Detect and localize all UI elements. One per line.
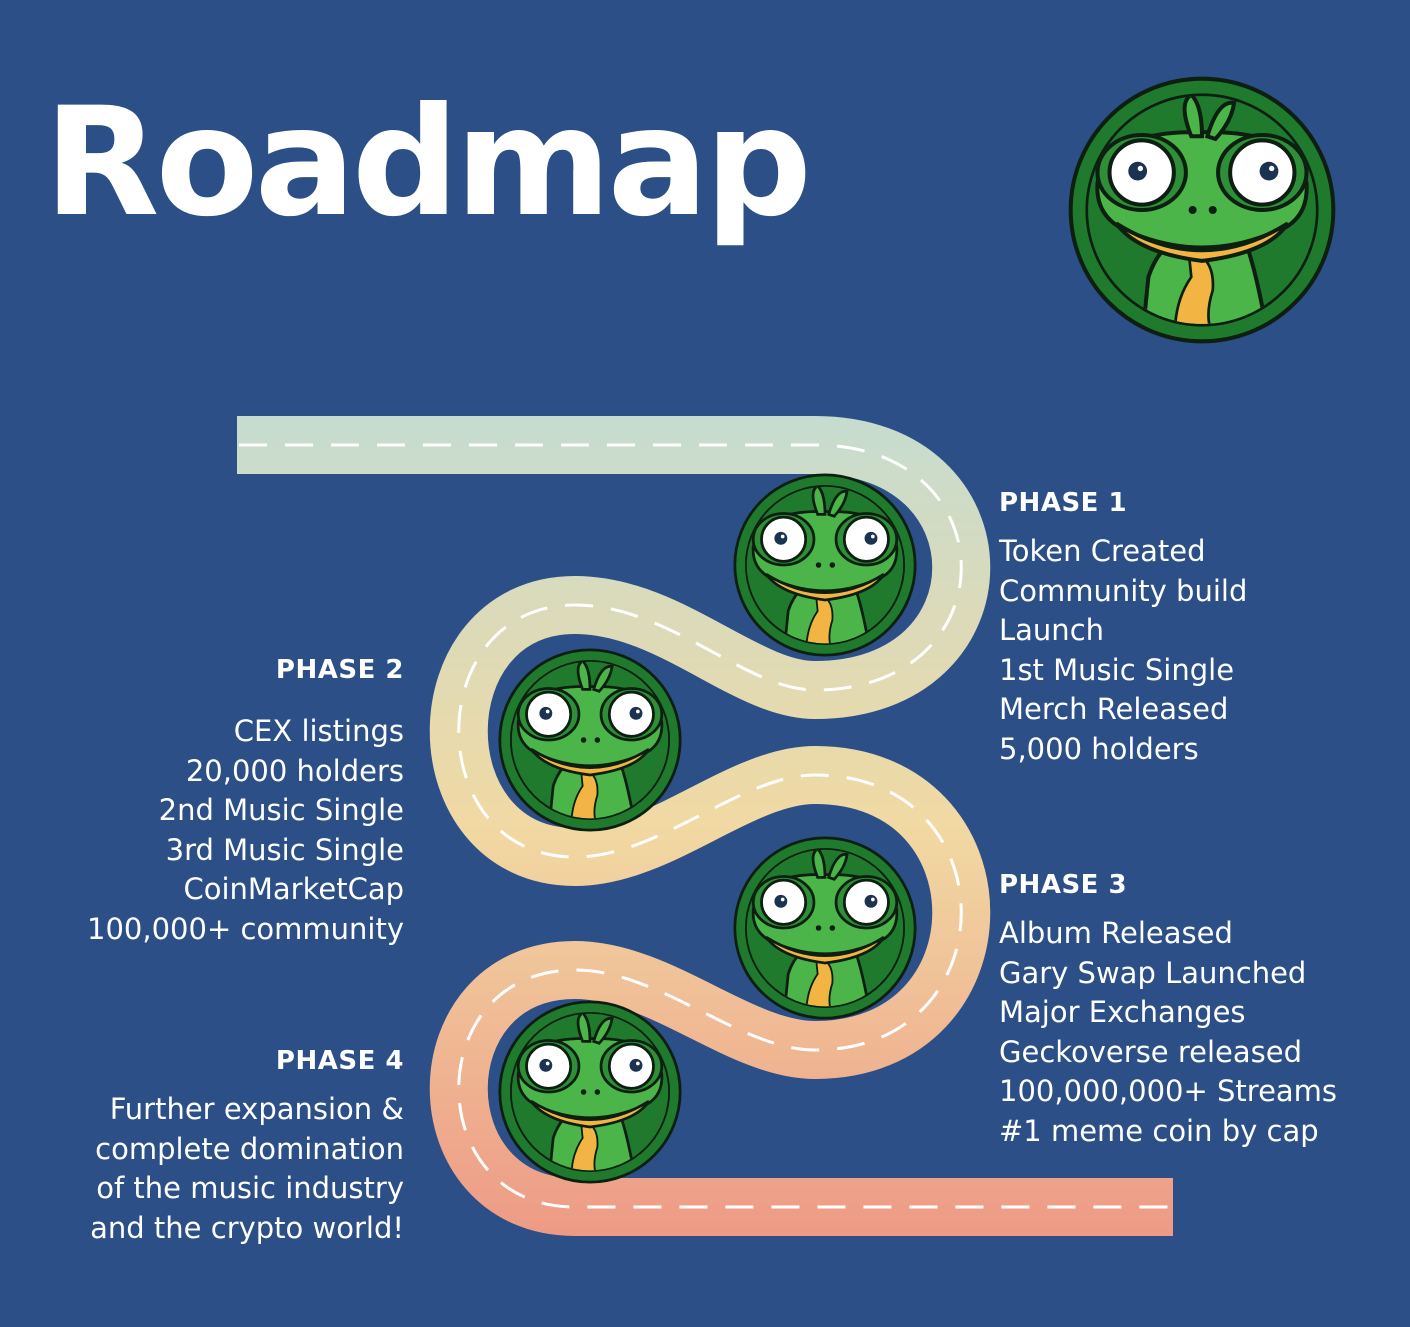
phase-3-block: PHASE 3 Album Released Gary Swap Launche…	[999, 870, 1337, 1151]
phase-2-item: 3rd Music Single	[165, 832, 404, 867]
phase-1-item: Launch	[999, 613, 1105, 647]
phase-1-item: Merch Released	[999, 692, 1229, 726]
phase-3-item: Major Exchanges	[999, 995, 1246, 1029]
phase-1-frog-badge-icon	[733, 473, 917, 657]
phase-2-heading: PHASE 2	[275, 655, 404, 685]
phase-3-item: Geckoverse released	[999, 1034, 1303, 1069]
phase-4-heading: PHASE 4	[275, 1046, 404, 1076]
phase-3-frog-badge-icon	[733, 836, 917, 1020]
phase-2-block: PHASE 2 CEX listings 20,000 holders 2nd …	[87, 655, 404, 949]
phase-4-block: PHASE 4 Further expansion & complete dom…	[90, 1046, 404, 1248]
phase-2-item: CoinMarketCap	[183, 872, 404, 906]
phase-4-item: complete domination	[95, 1131, 404, 1166]
phase-1-block: PHASE 1 Token Created Community build La…	[999, 488, 1247, 769]
phase-4-frog-badge-icon	[498, 1000, 682, 1184]
phase-2-frog-badge-icon	[498, 648, 682, 832]
page-title: Roadmap	[44, 76, 812, 250]
phase-1-item: Community build	[999, 573, 1248, 608]
phase-3-heading: PHASE 3	[999, 870, 1128, 900]
phase-4-item: and the crypto world!	[90, 1210, 404, 1245]
phase-2-item: 2nd Music Single	[158, 793, 404, 827]
road-center-dashes	[237, 443, 1173, 1209]
phase-1-heading: PHASE 1	[999, 488, 1128, 518]
phase-3-item: Album Released	[999, 916, 1233, 950]
phase-4-item: Further expansion &	[109, 1092, 404, 1126]
phase-3-item: Gary Swap Launched	[999, 955, 1307, 990]
phase-3-item: #1 meme coin by cap	[999, 1113, 1319, 1148]
phase-1-item: Token Created	[999, 534, 1206, 568]
phase-2-item: 100,000+ community	[87, 911, 404, 946]
phase-1-item: 5,000 holders	[999, 731, 1199, 766]
phase-1-item: 1st Music Single	[999, 652, 1235, 687]
phase-3-item: 100,000,000+ Streams	[999, 1074, 1338, 1108]
phase-2-item: CEX listings	[233, 714, 404, 748]
phase-2-item: 20,000 holders	[185, 753, 404, 788]
phase-4-item: of the music industry	[96, 1171, 404, 1205]
